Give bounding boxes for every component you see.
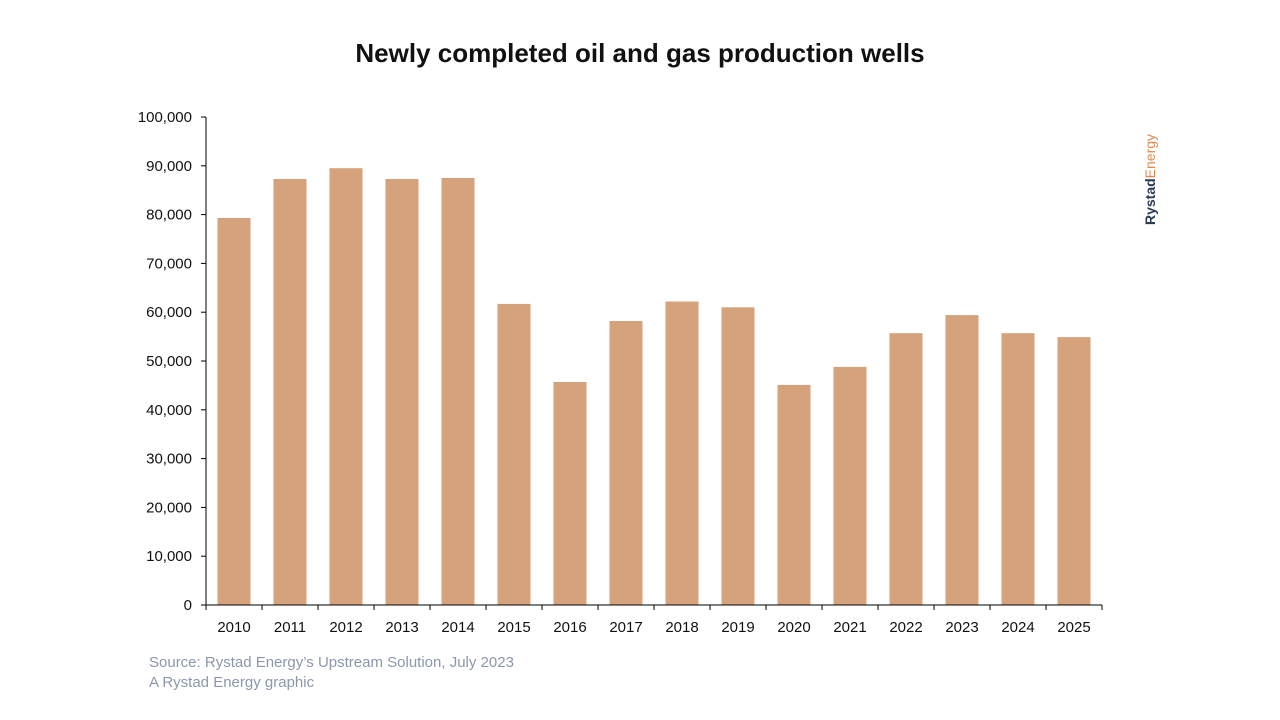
y-tick-label: 60,000 — [146, 304, 192, 321]
bar-2022 — [889, 333, 923, 605]
x-tick-label: 2020 — [777, 619, 810, 636]
bar-2014 — [441, 178, 475, 605]
x-tick-label: 2021 — [833, 619, 866, 636]
y-tick-label: 0 — [184, 597, 192, 614]
bar-2024 — [1001, 333, 1035, 605]
x-tick-label: 2012 — [329, 619, 362, 636]
bar-2017 — [609, 321, 643, 605]
source-text: Source: Rystad Energy’s Upstream Solutio… — [149, 654, 514, 671]
x-tick-label: 2025 — [1057, 619, 1090, 636]
bar-2018 — [665, 301, 699, 605]
bars — [217, 168, 1091, 605]
y-tick-label: 20,000 — [146, 499, 192, 516]
y-tick-label: 30,000 — [146, 451, 192, 468]
x-axis: 2010 2011 2012 2013 2014 2015 2016 2017 2018 2019… — [205, 605, 1103, 636]
x-tick-label: 2016 — [553, 619, 586, 636]
bar-2023 — [945, 315, 979, 605]
bar-2025 — [1057, 337, 1091, 605]
y-tick-label: 40,000 — [146, 402, 192, 419]
bar-2012 — [329, 168, 363, 605]
x-tick-label: 2014 — [441, 619, 474, 636]
bar-2010 — [217, 218, 251, 605]
x-tick-label: 2022 — [889, 619, 922, 636]
y-tick-label: 80,000 — [146, 207, 192, 224]
bar-2019 — [721, 307, 755, 605]
bar-2013 — [385, 179, 419, 605]
x-tick-label: 2015 — [497, 619, 530, 636]
y-tick-label: 100,000 — [138, 109, 192, 126]
bar-2011 — [273, 179, 307, 605]
y-tick-label: 50,000 — [146, 353, 192, 370]
x-tick-label: 2011 — [274, 619, 306, 636]
x-tick-label: 2010 — [217, 619, 250, 636]
x-tick-label: 2018 — [665, 619, 698, 636]
x-tick-label: 2017 — [609, 619, 642, 636]
bar-2020 — [777, 384, 811, 605]
y-tick-label: 90,000 — [146, 158, 192, 175]
bar-2021 — [833, 366, 867, 605]
source-note: Source: Rystad Energy’s Upstream Solutio… — [149, 653, 514, 693]
x-tick-label: 2013 — [385, 619, 418, 636]
rystad-energy-logo: RystadEnergy — [1142, 133, 1158, 225]
credit-text: A Rystad Energy graphic — [149, 674, 315, 691]
y-tick-label: 70,000 — [146, 255, 192, 272]
x-tick-label: 2019 — [721, 619, 754, 636]
y-tick-label: 10,000 — [146, 548, 192, 565]
x-tick-label: 2023 — [945, 619, 978, 636]
x-tick-label: 2024 — [1001, 619, 1034, 636]
bar-2015 — [497, 303, 531, 605]
chart-title: Newly completed oil and gas production w… — [355, 38, 925, 68]
logo-part-energy: Energy — [1142, 133, 1158, 179]
y-axis: 0 10,000 20,000 30,000 40,000 50,000 60,000 70,… — [138, 109, 206, 614]
logo-part-rystad: Rystad — [1142, 178, 1158, 225]
bar-2016 — [553, 382, 587, 605]
